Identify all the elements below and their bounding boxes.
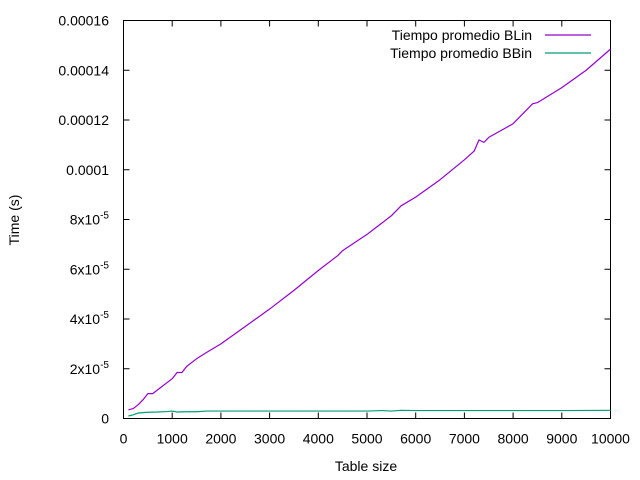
y-tick-label-exponent: -5 — [100, 310, 109, 321]
x-tick-label: 3000 — [254, 431, 285, 447]
y-tick-label-base: 4x10 — [70, 311, 101, 327]
y-tick-label-base: 0.00016 — [58, 13, 109, 29]
series-group — [128, 48, 611, 417]
legend-label: Tiempo promedio BLin — [392, 27, 532, 43]
x-tick-label: 10000 — [591, 431, 630, 447]
y-tick-label-base: 8x10 — [70, 212, 101, 228]
y-tick-label: 6x10-5 — [70, 260, 110, 277]
legend: Tiempo promedio BLin Tiempo promedio BBin — [390, 27, 591, 61]
y-tick-label: 0.00016 — [58, 13, 109, 29]
x-tick-label: 7000 — [449, 431, 480, 447]
y-tick-label: 0.00012 — [58, 112, 109, 128]
x-axis: 0 1000 2000 3000 4000 5000 6000 7000 8000 9000 100… — [120, 20, 630, 447]
series-line-2 — [128, 409, 611, 417]
x-tick-label: 0 — [120, 431, 128, 447]
x-tick-label: 5000 — [351, 431, 382, 447]
y-tick-label-exponent: -5 — [100, 360, 109, 371]
y-tick-label-base: 0 — [101, 411, 109, 427]
x-axis-label: Table size — [335, 458, 397, 474]
x-tick-label: 9000 — [546, 431, 577, 447]
y-tick-label-base: 0.00014 — [58, 62, 109, 78]
y-tick-label: 8x10-5 — [70, 211, 110, 228]
y-tick-label: 4x10-5 — [70, 310, 110, 327]
y-axis-label: Time (s) — [6, 195, 22, 246]
y-tick-label: 2x10-5 — [70, 360, 110, 377]
y-tick-label-base: 6x10 — [70, 261, 101, 277]
x-tick-label: 8000 — [498, 431, 529, 447]
y-axis: 02x10-54x10-56x10-58x10-50.00010.000120.… — [58, 13, 611, 427]
y-tick-label-base: 2x10 — [70, 361, 101, 377]
y-tick-label-exponent: -5 — [100, 211, 109, 222]
y-tick-label-base: 0.0001 — [66, 162, 109, 178]
legend-label: Tiempo promedio BBin — [390, 45, 532, 61]
y-tick-label: 0.00014 — [58, 62, 109, 78]
x-tick-label: 4000 — [303, 431, 334, 447]
x-tick-label: 2000 — [205, 431, 236, 447]
y-tick-label: 0 — [101, 411, 109, 427]
x-tick-label: 6000 — [400, 431, 431, 447]
y-tick-label: 0.0001 — [66, 162, 109, 178]
x-tick-label: 1000 — [157, 431, 188, 447]
y-tick-label-base: 0.00012 — [58, 112, 109, 128]
series-line-1 — [128, 48, 611, 411]
y-tick-label-exponent: -5 — [100, 260, 109, 271]
